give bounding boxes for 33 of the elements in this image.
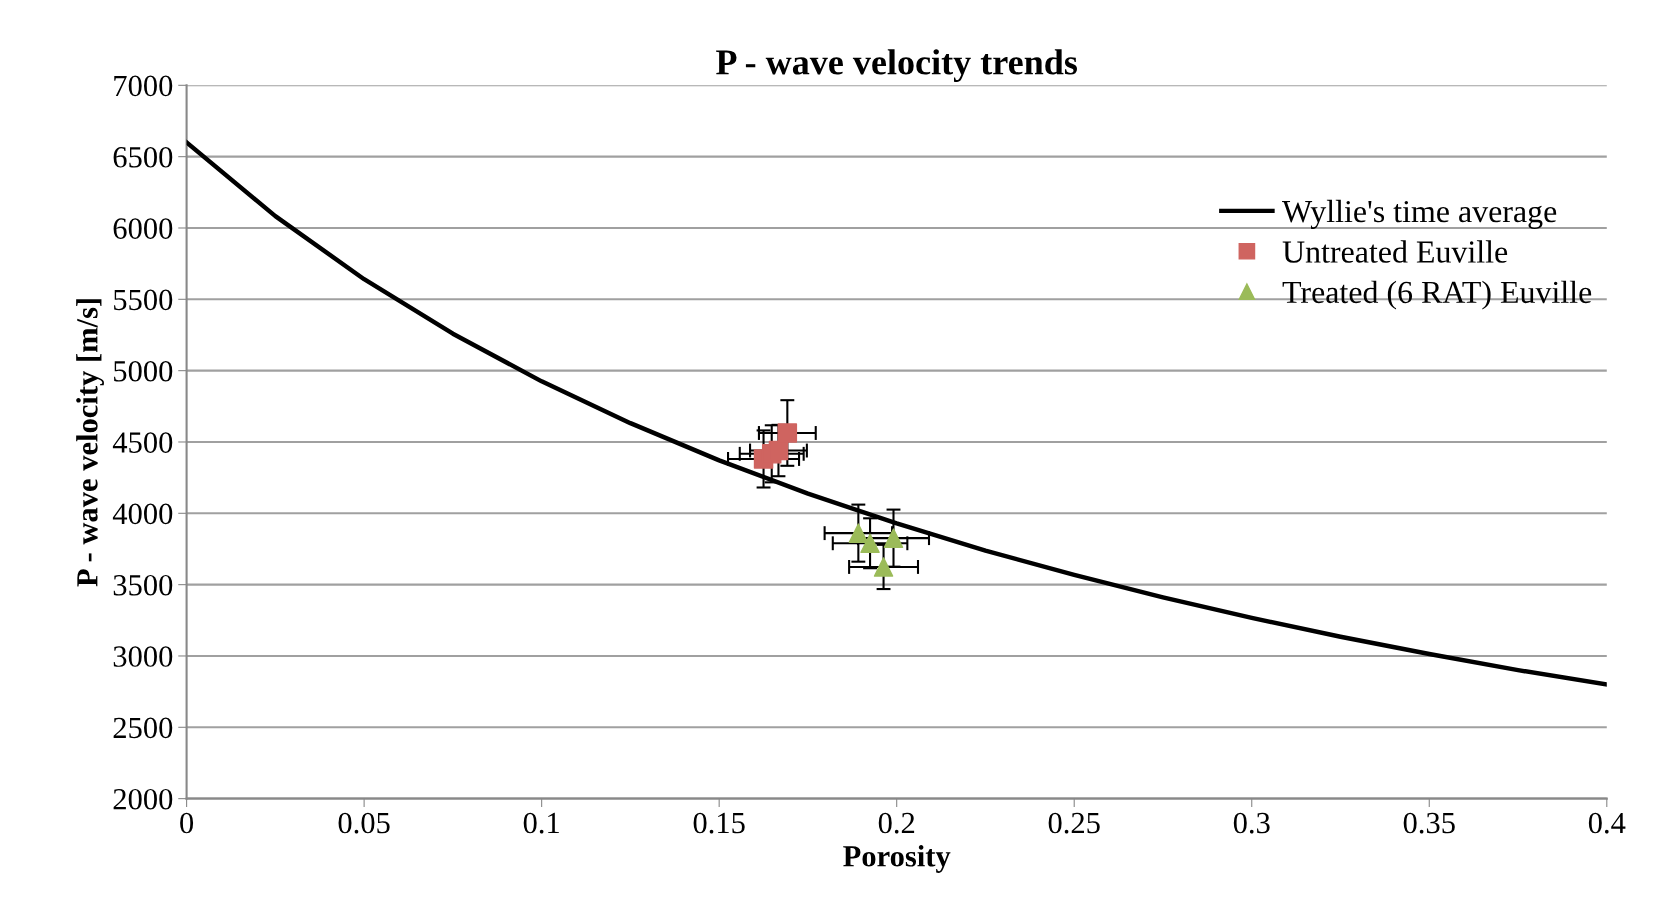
line-series <box>186 140 1607 687</box>
y-tick-label: 3500 <box>113 574 173 596</box>
x-tick-label: 0.35 <box>1403 812 1455 834</box>
y-axis-title: P - wave velocity [m/s] <box>76 299 104 587</box>
x-tick-label: 0.25 <box>1048 812 1100 834</box>
point <box>848 523 869 543</box>
y-tick-label: 5000 <box>114 360 173 382</box>
y-tick-label: 7000 <box>114 75 173 97</box>
y-tick-label: 5500 <box>114 289 173 311</box>
legend-label: Treated (6 RAT) Euville <box>1282 280 1592 310</box>
y-tick-label: 4000 <box>112 503 173 525</box>
x-tick-label: 0.4 <box>1588 812 1626 834</box>
chart-title: P - wave velocity trends <box>716 49 1078 83</box>
y-tick-label: 6500 <box>113 146 173 168</box>
x-axis-title: Porosity <box>843 845 951 873</box>
point <box>883 528 904 548</box>
x-tick-label: 0.3 <box>1233 812 1270 834</box>
point <box>768 440 789 461</box>
x-tick-label: 0.15 <box>693 812 745 834</box>
legend-label: Wyllie's time average <box>1282 199 1557 229</box>
point <box>873 557 894 577</box>
x-tick-label: 0.05 <box>338 812 390 834</box>
y-tick-label: 2000 <box>113 788 173 810</box>
point <box>860 533 880 554</box>
y-tick-label: 4500 <box>112 432 173 453</box>
x-tick-label: 0.2 <box>878 812 915 834</box>
point <box>777 423 798 443</box>
y-tick-label: 6000 <box>113 218 173 239</box>
x-tick-label: 0 <box>180 812 194 834</box>
x-tick-label: 0.1 <box>523 812 559 834</box>
legend-label: Untreated Euville <box>1282 240 1508 263</box>
y-tick-label: 2500 <box>113 717 173 739</box>
y-tick-label: 3000 <box>113 646 173 667</box>
